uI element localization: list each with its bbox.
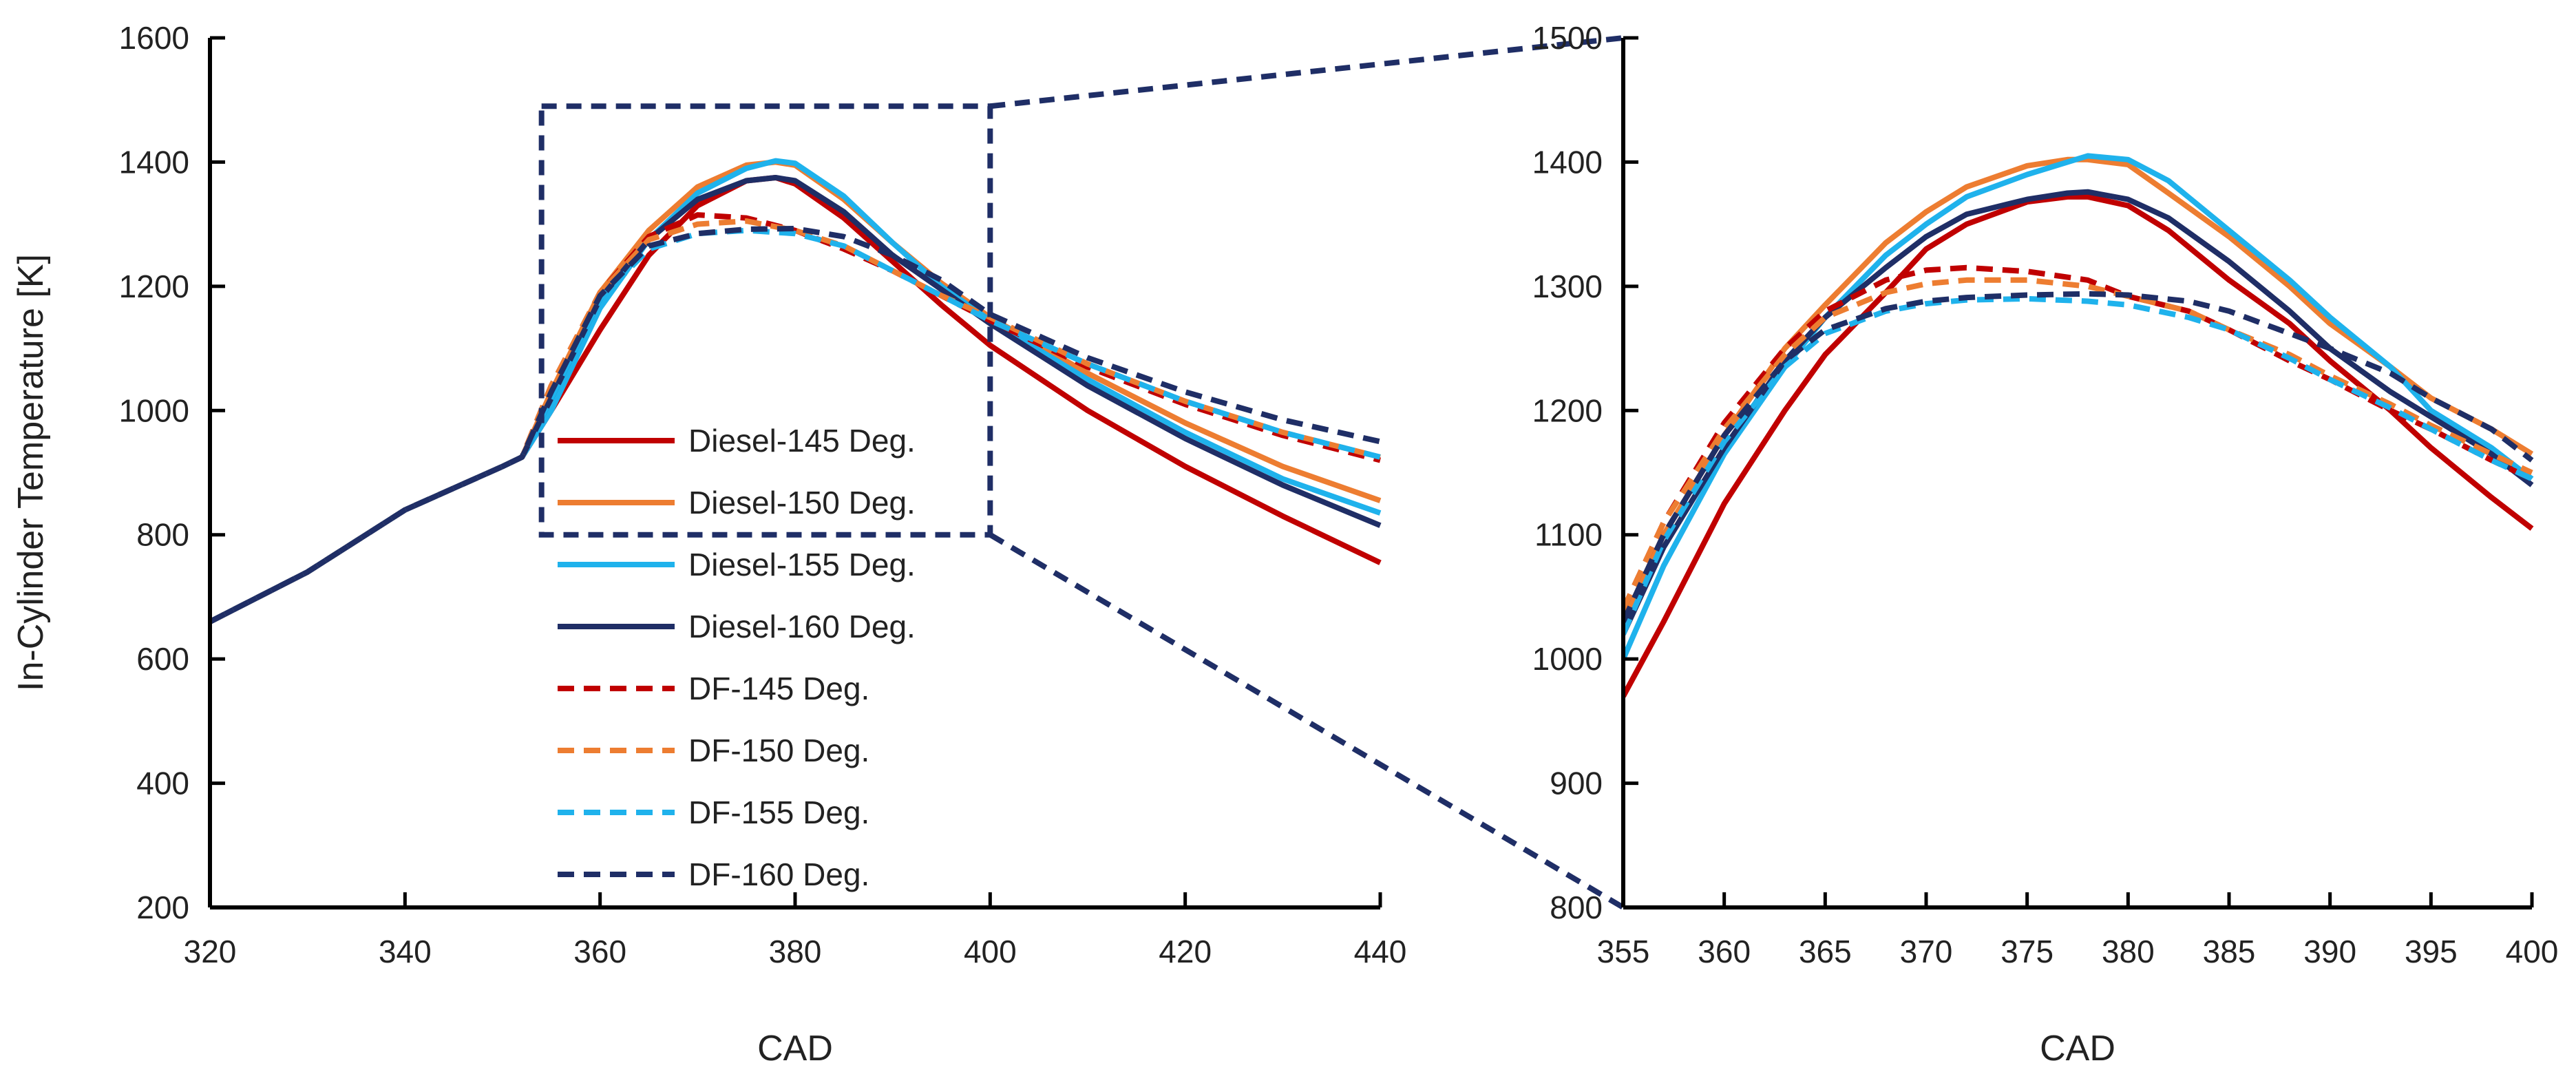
- zoom-x-axis-title: CAD: [2040, 1029, 2115, 1069]
- full-x-tick-label: 400: [964, 934, 1017, 969]
- full-y-tick-label: 800: [136, 517, 189, 553]
- full-y-tick-label: 400: [136, 766, 189, 801]
- legend-label-diesel-150-deg: Diesel-150 Deg.: [688, 485, 916, 521]
- zoom-y-tick-label: 1300: [1532, 269, 1603, 304]
- zoom-y-tick-label: 1100: [1534, 517, 1603, 553]
- legend-label-df-145-deg: DF-145 Deg.: [688, 671, 869, 706]
- full-series-df-145-deg: [210, 212, 1381, 624]
- zoom-series-df-155-deg: [1623, 295, 2533, 635]
- full-x-tick-label: 380: [769, 934, 822, 969]
- zoom-series-df-150-deg: [1623, 277, 2533, 611]
- full-x-axis-title: CAD: [757, 1029, 833, 1069]
- legend-label-diesel-160-deg: Diesel-160 Deg.: [688, 609, 916, 644]
- full-y-tick-label: 600: [136, 641, 189, 677]
- full-y-axis-title: In-Cylinder Temperature [K]: [11, 254, 51, 691]
- zoom-y-tick-label: 1200: [1532, 392, 1603, 428]
- zoom-connector-top: [989, 35, 1624, 109]
- legend-label-df-150-deg: DF-150 Deg.: [688, 733, 869, 768]
- legend-label-diesel-145-deg: Diesel-145 Deg.: [688, 423, 916, 459]
- zoom-y-tick-label: 1400: [1532, 144, 1603, 180]
- zoom-box: [538, 103, 993, 538]
- zoom-x-tick-label: 380: [2102, 934, 2155, 969]
- zoom-series-df-160-deg: [1623, 291, 2534, 623]
- full-y-tick-label: 1600: [119, 20, 189, 56]
- zoom-x-tick-label: 395: [2405, 934, 2458, 969]
- full-y-tick-label: 200: [136, 890, 189, 925]
- zoom-y-tick-label: 900: [1550, 766, 1603, 801]
- full-x-tick-label: 420: [1159, 934, 1212, 969]
- zoom-y-tick-label: 1000: [1532, 641, 1603, 677]
- zoom-series-df-145-deg: [1623, 264, 2533, 611]
- zoom-y-tick-label: 1500: [1532, 20, 1603, 56]
- full-y-tick-label: 1400: [119, 144, 189, 180]
- zoom-x-tick-label: 400: [2506, 934, 2559, 969]
- full-x-tick-label: 360: [573, 934, 626, 969]
- zoom-x-tick-label: 370: [1900, 934, 1953, 969]
- zoom-x-tick-label: 365: [1799, 934, 1852, 969]
- full-series-diesel-160-deg: [210, 175, 1382, 624]
- full-x-tick-label: 320: [184, 934, 237, 969]
- zoom-x-tick-label: 360: [1698, 934, 1751, 969]
- full-series-df-160-deg: [210, 226, 1381, 624]
- zoom-x-tick-label: 385: [2203, 934, 2256, 969]
- legend-label-diesel-155-deg: Diesel-155 Deg.: [688, 547, 916, 582]
- zoom-series-diesel-155-deg: [1623, 153, 2534, 660]
- zoom-x-tick-label: 375: [2000, 934, 2054, 969]
- full-y-tick-label: 1200: [119, 269, 189, 304]
- zoom-y-tick-label: 800: [1550, 890, 1603, 925]
- full-y-tick-label: 1000: [119, 392, 189, 428]
- legend-label-df-160-deg: DF-160 Deg.: [688, 856, 869, 892]
- legend-label-df-155-deg: DF-155 Deg.: [688, 795, 869, 830]
- full-x-tick-label: 340: [379, 934, 432, 969]
- zoom-connector-bottom: [989, 532, 1625, 910]
- zoom-series-diesel-145-deg: [1623, 193, 2534, 698]
- zoom-x-tick-label: 355: [1597, 934, 1650, 969]
- zoom-x-tick-label: 390: [2303, 934, 2356, 969]
- full-x-tick-label: 440: [1354, 934, 1407, 969]
- full-series-df-150-deg: [210, 218, 1381, 624]
